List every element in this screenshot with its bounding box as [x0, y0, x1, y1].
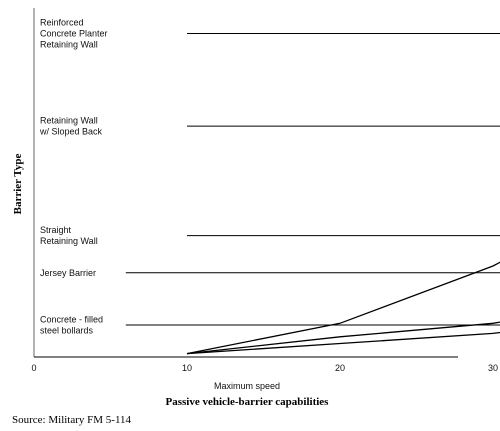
- source-note: Source: Military FM 5-114: [12, 414, 132, 426]
- x-tick-label-0: 0: [31, 363, 36, 373]
- series-line-1: [186, 321, 500, 355]
- x-tick-label-10: 10: [182, 363, 192, 373]
- barrier-label-0-line-2: Retaining Wall: [40, 40, 98, 50]
- barrier-label-4: Concrete - filled steel bollards: [40, 315, 103, 336]
- x-tick-label-30: 30: [488, 363, 498, 373]
- barrier-label-0-line-0: Reinforced: [40, 18, 84, 28]
- barrier-label-2-line-0: Straight: [40, 225, 72, 235]
- barrier-label-0-line-1: Concrete Planter: [40, 29, 108, 39]
- barrier-label-3: Jersey Barrier: [40, 268, 96, 278]
- barrier-type-lines: [125, 32, 500, 326]
- barrier-label-1: Retaining Wall w/ Sloped Back: [39, 116, 103, 137]
- barrier-type-labels: Reinforced Concrete Planter Retaining Wall…: [39, 18, 108, 336]
- y-axis-title: Barrier Type: [12, 153, 24, 214]
- barrier-label-1-line-1: w/ Sloped Back: [39, 127, 103, 137]
- barrier-label-0: Reinforced Concrete Planter Retaining Wall: [40, 18, 108, 50]
- barrier-label-2: Straight Retaining Wall: [40, 225, 98, 246]
- barrier-label-4-line-0: Concrete - filled: [40, 315, 103, 325]
- x-tick-labels: 01020304050: [31, 363, 498, 373]
- barrier-label-1-line-0: Retaining Wall: [40, 116, 98, 126]
- x-axis-title: Maximum speed: [214, 381, 280, 391]
- barrier-label-4-line-1: steel bollards: [40, 326, 94, 336]
- barrier-label-2-line-1: Retaining Wall: [40, 236, 98, 246]
- series-line-2: [186, 331, 500, 355]
- barrier-label-3-line-0: Jersey Barrier: [40, 268, 96, 278]
- x-tick-label-20: 20: [335, 363, 345, 373]
- series-lines: [186, 261, 500, 355]
- chart-title: Passive vehicle-barrier capabilities: [166, 396, 330, 408]
- series-line-0: [186, 261, 500, 355]
